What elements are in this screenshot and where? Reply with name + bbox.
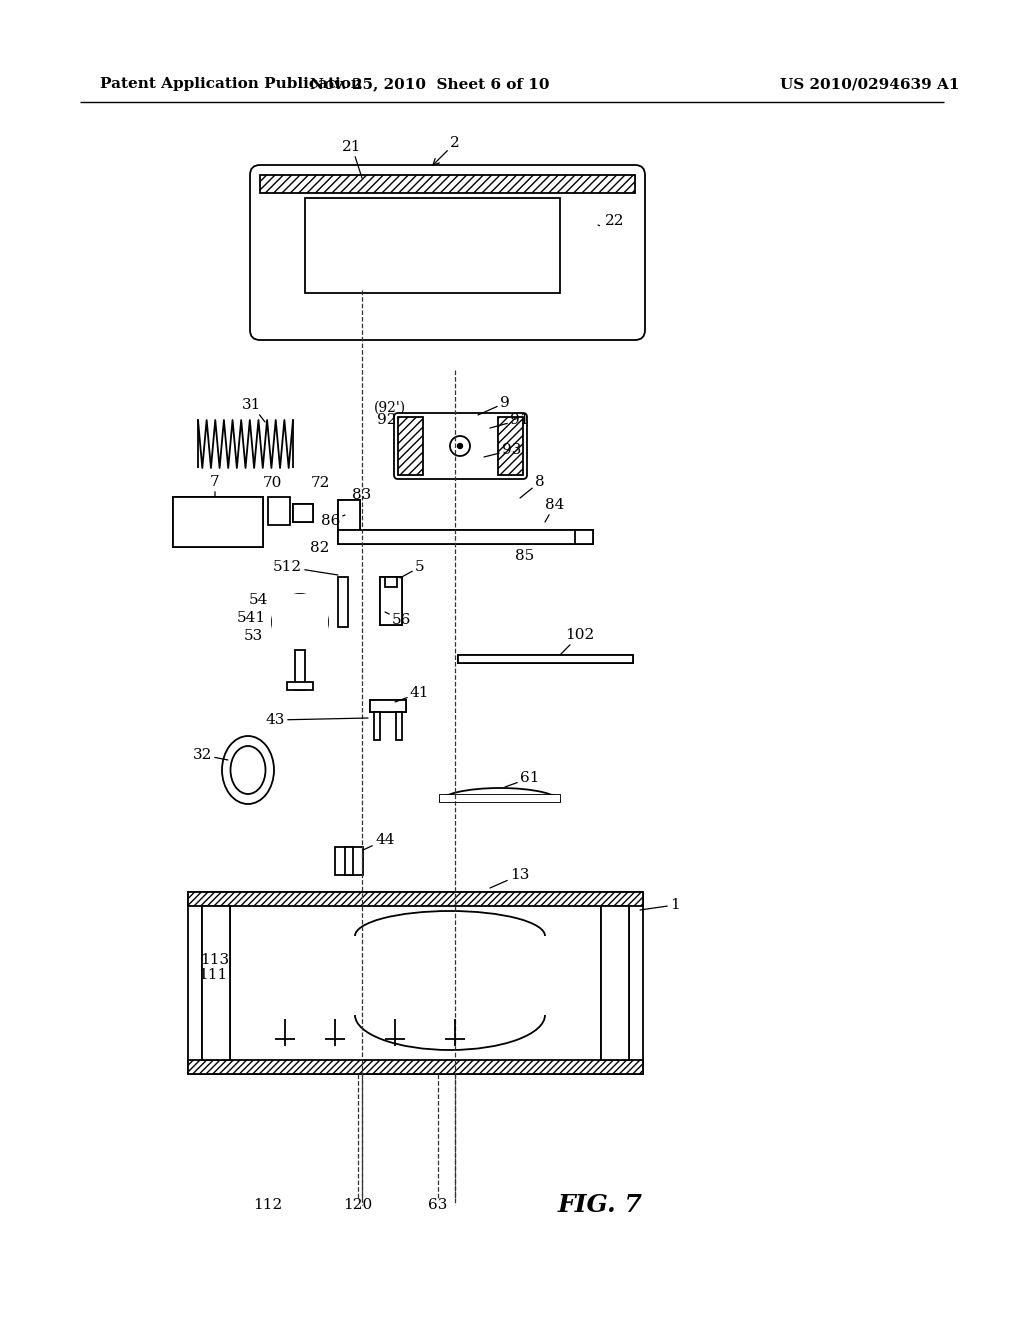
- Text: 5: 5: [400, 560, 425, 578]
- FancyBboxPatch shape: [250, 165, 645, 341]
- Bar: [601, 906, 629, 1060]
- Bar: [338, 500, 360, 539]
- Bar: [396, 711, 402, 741]
- Text: US 2010/0294639 A1: US 2010/0294639 A1: [780, 77, 959, 91]
- Text: 512: 512: [272, 560, 338, 576]
- Bar: [338, 531, 593, 544]
- Text: 13: 13: [490, 869, 529, 888]
- FancyBboxPatch shape: [394, 413, 527, 479]
- Text: 43: 43: [265, 713, 368, 727]
- Text: 8: 8: [520, 475, 545, 498]
- Text: 102: 102: [560, 628, 594, 655]
- Bar: [295, 649, 305, 690]
- Text: 9: 9: [478, 396, 510, 414]
- Circle shape: [458, 444, 463, 449]
- Bar: [188, 1060, 643, 1074]
- Bar: [370, 700, 406, 711]
- Bar: [380, 577, 402, 624]
- Bar: [498, 417, 523, 475]
- Text: 63: 63: [428, 1199, 447, 1212]
- Text: 53: 53: [244, 630, 262, 643]
- Text: 85: 85: [515, 549, 535, 564]
- Bar: [345, 847, 353, 875]
- Text: 54: 54: [248, 593, 267, 607]
- Bar: [338, 500, 360, 539]
- Bar: [173, 498, 263, 546]
- Bar: [335, 847, 362, 875]
- Text: 86: 86: [321, 513, 345, 528]
- Bar: [293, 504, 313, 521]
- Bar: [575, 531, 593, 544]
- Text: 120: 120: [343, 1199, 373, 1212]
- Text: 32: 32: [193, 748, 228, 762]
- Text: 56: 56: [385, 612, 412, 627]
- Bar: [173, 498, 263, 546]
- Text: 82: 82: [310, 541, 330, 554]
- Text: 44: 44: [362, 833, 394, 850]
- Bar: [260, 176, 635, 193]
- Bar: [440, 795, 560, 803]
- Bar: [188, 892, 643, 906]
- Bar: [202, 906, 230, 1060]
- Text: 113: 113: [201, 953, 229, 968]
- Text: FIG. 7: FIG. 7: [557, 1193, 642, 1217]
- Bar: [338, 531, 593, 544]
- Bar: [385, 577, 397, 587]
- Text: 91: 91: [490, 413, 529, 428]
- Text: Nov. 25, 2010  Sheet 6 of 10: Nov. 25, 2010 Sheet 6 of 10: [310, 77, 550, 91]
- Text: 21: 21: [342, 140, 362, 178]
- Bar: [370, 700, 406, 711]
- Text: 541: 541: [237, 611, 265, 624]
- Text: (92'): (92'): [374, 401, 407, 414]
- Text: 112: 112: [253, 1199, 283, 1212]
- Bar: [188, 892, 643, 1074]
- Ellipse shape: [222, 737, 274, 804]
- Text: 72: 72: [310, 477, 330, 490]
- Text: 31: 31: [243, 399, 265, 422]
- Text: 93: 93: [484, 444, 521, 457]
- Text: 83: 83: [352, 488, 372, 502]
- Text: 1: 1: [640, 898, 680, 912]
- Text: 92: 92: [377, 413, 396, 426]
- Bar: [398, 417, 423, 475]
- Bar: [202, 906, 230, 1060]
- Text: 84: 84: [545, 498, 564, 521]
- Text: 7: 7: [210, 475, 220, 498]
- Bar: [272, 594, 328, 649]
- Bar: [268, 498, 290, 525]
- Text: 41: 41: [395, 686, 429, 702]
- Bar: [287, 682, 313, 690]
- Ellipse shape: [230, 746, 265, 795]
- Text: 61: 61: [505, 771, 540, 787]
- Bar: [440, 795, 560, 803]
- Bar: [458, 655, 633, 663]
- Bar: [374, 711, 380, 741]
- Bar: [458, 655, 633, 663]
- Text: 22: 22: [598, 214, 625, 228]
- Text: 2: 2: [433, 136, 460, 165]
- Bar: [293, 504, 313, 521]
- Text: 111: 111: [199, 968, 227, 982]
- Text: 70: 70: [262, 477, 282, 490]
- Bar: [305, 198, 560, 293]
- Bar: [338, 577, 348, 627]
- Bar: [601, 906, 629, 1060]
- Bar: [380, 577, 402, 624]
- Text: Patent Application Publication: Patent Application Publication: [100, 77, 362, 91]
